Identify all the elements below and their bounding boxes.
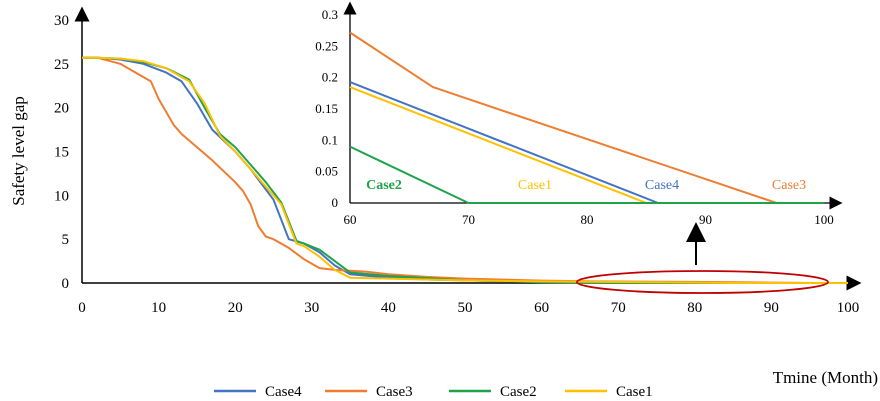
main-plot: 0 5 10 15 20 25 30 0 10 20 30 40 50 60 70 80 90 100 <box>54 13 859 316</box>
inset-series-label: Case3 <box>772 178 806 193</box>
x-axis-label: Tmine (Month) <box>773 368 878 387</box>
inset-plot: 0 0.05 0.1 0.15 0.2 0.25 0.3 60 70 80 90 100 Case4 Ca… <box>315 7 836 227</box>
inset-x-tick-label: 90 <box>699 212 712 227</box>
x-tick-label: 40 <box>381 300 396 316</box>
inset-series-line-case1 <box>350 87 824 203</box>
y-tick-label: 25 <box>54 57 69 73</box>
inset-y-tick-label: 0.05 <box>315 164 338 179</box>
y-tick-label: 30 <box>54 13 69 29</box>
inset-y-tick-label: 0.25 <box>315 38 338 53</box>
x-tick-label: 70 <box>611 300 626 316</box>
inset-x-tick-label: 80 <box>581 212 594 227</box>
y-axis-label: Safety level gap <box>9 96 28 206</box>
inset-series-label: Case4 <box>645 178 679 193</box>
legend-label: Case1 <box>616 384 653 400</box>
inset-x-tick-label: 100 <box>814 212 834 227</box>
x-tick-label: 30 <box>304 300 319 316</box>
legend: Case4 Case3 Case2 Case1 <box>214 384 653 400</box>
inset-series-label: Case2 <box>366 178 402 193</box>
inset-y-tick-label: 0.1 <box>322 132 338 147</box>
x-tick-label: 100 <box>837 300 860 316</box>
legend-label: Case2 <box>500 384 537 400</box>
inset-series-line-case3 <box>350 33 824 204</box>
y-tick-label: 10 <box>54 188 69 204</box>
inset-y-tick-label: 0.15 <box>315 101 338 116</box>
inset-series-label: Case1 <box>518 178 552 193</box>
inset-y-tick-label: 0 <box>332 195 339 210</box>
inset-y-tick-label: 0.3 <box>322 7 338 22</box>
x-tick-label: 90 <box>764 300 779 316</box>
x-tick-label: 0 <box>78 300 86 316</box>
inset-series-line-case4 <box>350 82 824 203</box>
x-tick-label: 50 <box>458 300 473 316</box>
x-tick-label: 20 <box>228 300 243 316</box>
inset-x-tick-label: 60 <box>344 212 357 227</box>
y-tick-label: 15 <box>54 145 69 161</box>
y-tick-label: 5 <box>62 232 70 248</box>
inset-y-tick-label: 0.2 <box>322 70 338 85</box>
inset-x-tick-label: 70 <box>462 212 475 227</box>
legend-label: Case3 <box>376 384 413 400</box>
x-tick-label: 10 <box>151 300 166 316</box>
legend-label: Case4 <box>265 384 302 400</box>
y-tick-label: 0 <box>62 276 70 292</box>
series-line-case1 <box>82 58 848 283</box>
x-tick-label: 80 <box>687 300 702 316</box>
x-tick-label: 60 <box>534 300 549 316</box>
y-tick-label: 20 <box>54 101 69 117</box>
